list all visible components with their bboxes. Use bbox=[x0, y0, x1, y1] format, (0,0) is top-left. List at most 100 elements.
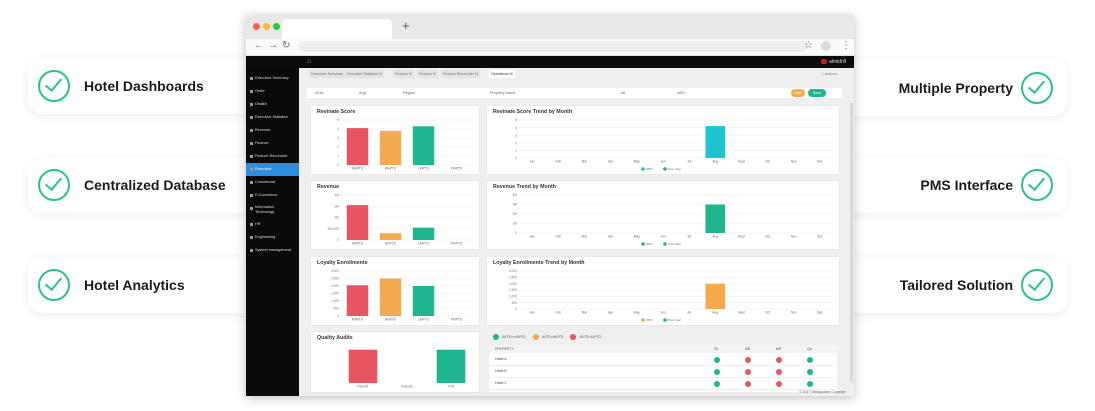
sidebar-item-executive-statistics[interactable]: Executive Statistics bbox=[246, 111, 299, 124]
status-dot bbox=[714, 381, 720, 387]
header-fa: FA bbox=[714, 347, 719, 351]
sidebar-item-order[interactable]: Order bbox=[246, 85, 299, 98]
browser-toolbar: ← → ↻ ☆ ⋮ bbox=[246, 39, 854, 56]
browser-tab[interactable] bbox=[282, 19, 392, 39]
x-tick-label: PMPTD bbox=[451, 242, 463, 246]
browser-menu-icon[interactable]: ⋮ bbox=[841, 40, 851, 51]
tab-executive-statistics[interactable]: Executive Statistics ☒ bbox=[345, 70, 385, 78]
status-dot bbox=[807, 369, 813, 375]
y-tick-label: 2M bbox=[513, 212, 518, 216]
close-window-dot[interactable] bbox=[253, 23, 260, 30]
panel-title: Revinate Score Trend by Month bbox=[493, 109, 573, 115]
legend-marker bbox=[641, 167, 645, 171]
chart-svg: 4M 3M 2M 1M 0 Jan Feb Mar Apr May Jun Jul Aug Sept Oct… bbox=[513, 193, 833, 246]
sidebar-item-finance[interactable]: Finance bbox=[246, 137, 299, 150]
x-tick-label: MAPTD bbox=[352, 242, 364, 246]
sidebar-item-executive[interactable]: Executive bbox=[246, 163, 299, 176]
minimize-window-dot[interactable] bbox=[263, 23, 270, 30]
y-tick-label: 3,000 bbox=[509, 269, 517, 273]
x-tick-label: LMPTD bbox=[418, 167, 430, 171]
sidebar-item-executive-summary[interactable]: Executive Summary bbox=[246, 72, 299, 85]
x-tick-label: BMPTD bbox=[385, 167, 397, 171]
currency-select[interactable]: AED bbox=[677, 91, 685, 95]
legend-label: AVTD>=MVTD bbox=[502, 334, 526, 339]
x-tick-label: Apr bbox=[608, 235, 614, 239]
profile-avatar[interactable] bbox=[821, 41, 831, 51]
tab-operations[interactable]: Operations ☒ bbox=[489, 70, 515, 78]
bar-bmptd bbox=[379, 130, 402, 165]
feature-card: Hotel Dashboards bbox=[28, 58, 261, 114]
tab-finance[interactable]: Finance ☒ bbox=[393, 70, 415, 78]
sidebar-item-information-technology[interactable]: Information Technology bbox=[246, 202, 286, 218]
bar-maptd bbox=[346, 205, 369, 240]
loyalty-trend-panel: 3,000 2,500 2,000 1,500 1,000 500 0 Jan Feb Mar Ap… bbox=[487, 257, 839, 325]
y-tick-label: 1,500 bbox=[509, 288, 517, 292]
chart-svg: 5 4 3 2 1 0 Jan Feb Mar Apr May Jun Jul Aug Sept Oct Nov… bbox=[515, 118, 833, 171]
x-tick-label: Sept bbox=[738, 160, 745, 164]
y-tick-label: 500,000 bbox=[327, 227, 339, 231]
brand-mark-icon bbox=[821, 59, 828, 65]
maximize-window-dot[interactable] bbox=[273, 23, 280, 30]
status-dot bbox=[714, 357, 720, 363]
feature-card: PMS Interface bbox=[843, 157, 1067, 213]
x-tick-label: MAPTD bbox=[352, 167, 364, 171]
page-scrollbar[interactable] bbox=[850, 103, 853, 383]
y-tick-label: 4M bbox=[335, 193, 340, 197]
x-tick-label: Jan bbox=[530, 311, 535, 315]
month-select[interactable]: Aug bbox=[359, 91, 366, 95]
sidebar-item-revenue[interactable]: Revenue bbox=[246, 124, 299, 137]
reload-icon[interactable]: ↻ bbox=[282, 40, 291, 51]
check-circle-icon bbox=[1021, 169, 1053, 201]
property-select[interactable]: Property Name bbox=[490, 91, 516, 95]
sidebar-item-finance-reconciler[interactable]: Finance Reconciler bbox=[246, 150, 299, 163]
bar-round1 bbox=[348, 349, 378, 383]
new-tab-button[interactable]: + bbox=[402, 18, 410, 33]
tab-finance-2[interactable]: Finance ☒ bbox=[417, 70, 439, 78]
y-tick-label: 0 bbox=[337, 238, 339, 242]
tab-finance-reconciler[interactable]: Finance Reconciler ☒ bbox=[441, 70, 480, 78]
brand-logo: almidrill bbox=[821, 59, 846, 65]
sidebar-item-ecommerce[interactable]: E-Commerce bbox=[246, 189, 299, 202]
x-tick-label: May bbox=[634, 235, 640, 239]
home-icon[interactable]: ⌂ bbox=[307, 58, 312, 65]
hotel-name: Hotel C bbox=[495, 381, 507, 385]
x-tick-label: May bbox=[634, 311, 640, 315]
x-tick-label: Jul bbox=[687, 160, 691, 164]
sidebar-item-engineering[interactable]: Engineering bbox=[246, 231, 299, 244]
y-tick-label: 2,500 bbox=[509, 276, 517, 280]
x-tick-label: Feb bbox=[556, 311, 562, 315]
tab-executive-summary[interactable]: Executive Summary bbox=[309, 70, 345, 78]
bar-aug bbox=[705, 126, 726, 158]
header-mb: MB bbox=[745, 347, 751, 351]
audit-legend: AVTD>=MVTD AVTD<MVTD AVTD<MVTD bbox=[493, 334, 601, 340]
bookmark-star-icon[interactable]: ☆ bbox=[804, 40, 813, 51]
x-tick-label: Nov bbox=[791, 311, 797, 315]
year-select[interactable]: 2018 bbox=[315, 91, 324, 95]
feature-card: Hotel Analytics bbox=[28, 257, 261, 313]
back-icon[interactable]: ← bbox=[254, 40, 264, 51]
save-button[interactable]: Save bbox=[808, 89, 826, 97]
x-tick-label: May bbox=[634, 160, 640, 164]
forward-icon[interactable]: → bbox=[268, 40, 278, 51]
url-bar[interactable] bbox=[298, 41, 808, 52]
check-circle-icon bbox=[38, 169, 70, 201]
feature-card: Tailored Solution bbox=[843, 257, 1067, 313]
sidebar-item-system-management[interactable]: System management bbox=[246, 244, 299, 257]
legend-marker bbox=[641, 242, 645, 246]
status-dot bbox=[776, 357, 782, 363]
y-tick-label: 4M bbox=[513, 193, 518, 197]
bar-maptd bbox=[346, 285, 369, 316]
region-select[interactable]: Region bbox=[403, 91, 416, 95]
sidebar-item-hr[interactable]: HR bbox=[246, 218, 299, 231]
sidebar: Executive Summary Order Dealkit Executiv… bbox=[246, 68, 299, 396]
view-button[interactable]: View bbox=[791, 89, 805, 97]
y-tick-label: 0 bbox=[515, 231, 517, 235]
actions-link[interactable]: ☉ Actions bbox=[821, 72, 837, 76]
sidebar-item-commercial[interactable]: Commercial bbox=[246, 176, 299, 189]
y-tick-label: 1 bbox=[515, 149, 517, 153]
status-dot bbox=[807, 381, 813, 387]
sidebar-item-dealkit[interactable]: Dealkit bbox=[246, 98, 299, 111]
all-select[interactable]: All bbox=[621, 91, 626, 95]
bar-lmptd bbox=[412, 286, 435, 316]
x-tick-label: LMPTD bbox=[418, 318, 430, 322]
